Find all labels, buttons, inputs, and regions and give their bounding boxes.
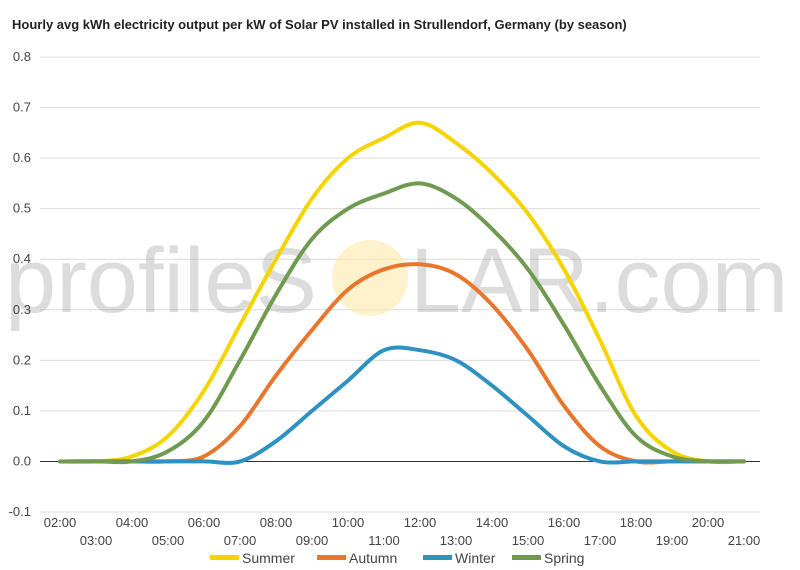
watermark: profileS LAR.com — [5, 230, 788, 332]
x-tick-label: 13:00 — [440, 533, 473, 548]
x-tick-label: 20:00 — [692, 515, 725, 530]
legend-item-spring: Spring — [512, 550, 584, 566]
y-tick-label: 0.7 — [13, 100, 31, 115]
x-tick-label: 05:00 — [152, 533, 185, 548]
y-tick-label: 0.0 — [13, 453, 31, 468]
series-lines — [58, 120, 746, 465]
x-tick-label: 14:00 — [476, 515, 509, 530]
legend: Summer Autumn Winter Spring — [210, 550, 584, 566]
y-tick-label: 0.8 — [13, 49, 31, 64]
x-tick-label: 11:00 — [368, 533, 400, 548]
chart-title: Hourly avg kWh electricity output per kW… — [12, 17, 627, 32]
series-line-summer — [58, 120, 746, 465]
y-tick-label: 0.6 — [13, 150, 31, 165]
legend-swatch — [317, 555, 346, 560]
legend-item-winter: Winter — [423, 550, 496, 566]
x-tick-label: 12:00 — [404, 515, 437, 530]
legend-swatch — [210, 555, 239, 560]
x-tick-label: 10:00 — [332, 515, 365, 530]
x-tick-label: 17:00 — [584, 533, 617, 548]
x-tick-label: 07:00 — [224, 533, 257, 548]
x-tick-label: 06:00 — [188, 515, 221, 530]
watermark-sun — [332, 240, 408, 316]
x-tick-label: 04:00 — [116, 515, 149, 530]
legend-label: Autumn — [349, 550, 397, 566]
x-tick-label: 19:00 — [656, 533, 689, 548]
x-tick-label: 18:00 — [620, 515, 653, 530]
x-axis-ticks: 02:0003:0004:0005:0006:0007:0008:0009:00… — [44, 515, 761, 548]
legend-item-summer: Summer — [210, 550, 295, 566]
legend-swatch — [423, 555, 452, 560]
grid-lines — [40, 56, 760, 513]
y-axis-ticks: -0.1 0.0 0.1 0.2 0.3 0.4 0.5 0.6 0.7 0.8 — [9, 49, 31, 519]
x-tick-label: 16:00 — [548, 515, 581, 530]
legend-label: Winter — [455, 550, 496, 566]
x-tick-label: 15:00 — [512, 533, 545, 548]
y-tick-label: 0.5 — [13, 201, 31, 216]
x-tick-label: 21:00 — [728, 533, 761, 548]
legend-swatch — [512, 555, 541, 560]
legend-label: Summer — [242, 550, 295, 566]
legend-item-autumn: Autumn — [317, 550, 397, 566]
x-tick-label: 03:00 — [80, 533, 113, 548]
x-tick-label: 02:00 — [44, 515, 77, 530]
series-line-winter — [58, 345, 746, 465]
y-tick-label: 0.4 — [13, 251, 31, 266]
x-tick-label: 08:00 — [260, 515, 293, 530]
legend-label: Spring — [544, 550, 584, 566]
y-tick-label: 0.1 — [13, 403, 31, 418]
watermark-text-right: LAR.com — [410, 230, 788, 332]
y-tick-label: 0.2 — [13, 352, 31, 367]
y-tick-label: -0.1 — [9, 504, 31, 519]
watermark-text-left: profileS — [5, 230, 317, 332]
series-line-spring — [58, 181, 746, 465]
x-tick-label: 09:00 — [296, 533, 329, 548]
y-tick-label: 0.3 — [13, 302, 31, 317]
